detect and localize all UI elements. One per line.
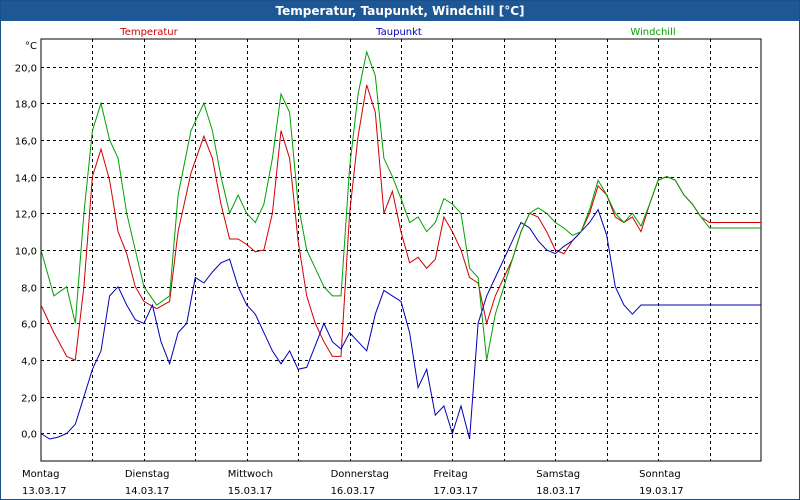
chart-title: Temperatur, Taupunkt, Windchill [°C]	[1, 1, 799, 21]
legend-temperatur: Temperatur	[119, 27, 178, 38]
series-line-taupunkt	[40, 208, 761, 440]
y-tick-label: 8,0	[21, 284, 37, 295]
legend-windchill: Windchill	[630, 27, 675, 38]
y-tick-label: 16,0	[15, 137, 37, 148]
y-tick-label: 2,0	[21, 394, 37, 405]
series-line-windchill	[40, 49, 761, 361]
x-date-label: 18.03.17	[536, 486, 581, 497]
y-tick-label: 14,0	[15, 174, 37, 185]
series-line-temperatur	[40, 84, 761, 361]
x-day-label: Freitag	[433, 469, 467, 480]
x-day-label: Mittwoch	[228, 469, 273, 480]
y-tick-label: 20,0	[15, 64, 37, 75]
x-date-label: 14.03.17	[125, 486, 170, 497]
y-tick-label: 0,0	[21, 430, 37, 441]
x-date-label: 16.03.17	[331, 486, 376, 497]
x-day-label: Sonntag	[639, 469, 681, 480]
x-date-label: 15.03.17	[228, 486, 273, 497]
y-tick-label: 6,0	[21, 320, 37, 331]
x-day-label: Donnerstag	[331, 469, 389, 480]
x-date-label: 19.03.17	[639, 486, 684, 497]
y-unit-label: °C	[25, 41, 37, 52]
y-tick-label: 4,0	[21, 357, 37, 368]
x-date-label: 13.03.17	[22, 486, 67, 497]
x-day-label: Samstag	[536, 469, 580, 480]
y-tick-label: 12,0	[15, 210, 37, 221]
legend-taupunkt: Taupunkt	[375, 27, 422, 38]
y-tick-label: 18,0	[15, 100, 37, 111]
x-day-label: Montag	[22, 469, 59, 480]
x-day-label: Dienstag	[125, 469, 170, 480]
x-date-label: 17.03.17	[433, 486, 478, 497]
y-tick-label: 10,0	[15, 247, 37, 258]
